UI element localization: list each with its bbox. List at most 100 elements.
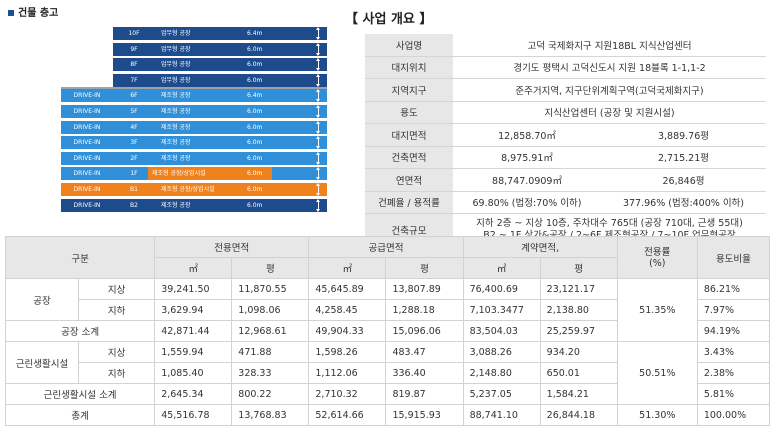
header-exclusive: 전용면적 [154, 236, 310, 258]
overview-value: 88,747.0909㎡ [453, 168, 601, 192]
floor-use-label: 제조형 공장 [161, 201, 191, 209]
cell: 7,103.3477 [462, 299, 541, 321]
height-arrow-icon [316, 151, 320, 165]
height-arrow-icon [316, 58, 320, 72]
header-supply: 공급면적 [308, 236, 464, 258]
cell: 819.87 [385, 383, 464, 405]
floor-use-label: 업무형 공장 [161, 30, 191, 37]
floor-label: B2 [130, 201, 138, 209]
factory-ratio: 51.35% [616, 278, 698, 342]
overview-value: 경기도 평택시 고덕신도시 지원 18블록 1-1,1-2 [453, 56, 766, 79]
cell: 25,259.97 [539, 320, 618, 342]
cell: 471.88 [231, 341, 310, 363]
overview-label: 지역지구 [365, 78, 453, 102]
floor-height-label: 6.0m [247, 123, 263, 131]
floor-label: 2F [130, 154, 138, 162]
title-square-icon [8, 10, 14, 16]
header-pyeong: 평 [231, 257, 310, 279]
floor-row: 7F 업무형 공장 6.0m [113, 73, 327, 87]
header-ratio-line1: 전용률 [644, 246, 671, 258]
cell: 1,085.40 [154, 362, 233, 384]
height-arrow-icon [316, 27, 320, 40]
floor-label: 4F [130, 123, 138, 131]
header-contract: 계약면적, [462, 236, 618, 258]
floor-row: DRIVE-IN 6F 제조형 공장 6.4m [61, 89, 327, 103]
cell: 49,904.33 [308, 320, 387, 342]
area-table: 구분 전용면적 공급면적 계약면적, 전용률 (%) 용도비율 ㎡ 평 ㎡ 평 ㎡… [4, 236, 771, 426]
usage-cell: 2.38% [696, 362, 771, 384]
cell: 650.01 [539, 362, 618, 384]
overview-label: 용도 [365, 101, 453, 124]
floor-height-label: 6.0m [247, 76, 263, 84]
subtotal-label: 공장 소계 [4, 320, 156, 342]
overview-row: 연면적 88,747.0909㎡ 26,846평 [365, 168, 766, 192]
drive-in-label: DRIVE-IN [73, 201, 101, 209]
floor-height-label: 6.0m [247, 170, 263, 178]
floor-use-label: 업무형 공장 [161, 45, 191, 53]
cell: 800.22 [231, 383, 310, 405]
cell: 5,237.05 [462, 383, 541, 405]
floor-height-title: 건물 층고 [8, 4, 58, 19]
floor-use-label: 제조형 공장/상업시설 [161, 186, 215, 193]
sub-label: 지하 [78, 299, 156, 321]
floor-use-label: 제조형 공장 [161, 154, 191, 162]
cell: 42,871.44 [154, 320, 233, 342]
cell: 23,121.17 [539, 278, 618, 300]
overview-value: 8,975.91㎡ [453, 146, 601, 169]
floor-label: 6F [130, 92, 138, 100]
overview-row: 건축면적 8,975.91㎡ 2,715.21평 [365, 146, 766, 169]
cell: 1,288.18 [385, 299, 464, 321]
drive-in-label: DRIVE-IN [73, 154, 101, 162]
height-arrow-icon [316, 183, 320, 196]
sub-label: 지상 [78, 278, 156, 300]
floor-label: 7F [130, 76, 138, 84]
floor-label: 3F [130, 139, 138, 147]
overview-label: 연면적 [365, 168, 453, 192]
floor-label: 5F [130, 108, 138, 115]
overview-label: 대지위치 [365, 56, 453, 79]
floor-row: DRIVE-IN 5F 제조형 공장 6.0m [61, 105, 327, 118]
floor-height-label: 6.0m [247, 61, 263, 69]
floor-row: DRIVE-IN 2F 제조형 공장 6.0m [61, 151, 327, 165]
height-arrow-icon [316, 42, 320, 56]
header-category: 구분 [4, 236, 156, 279]
height-arrow-icon [316, 73, 320, 87]
floor-row: DRIVE-IN 3F 제조형 공장 6.0m [61, 136, 327, 150]
header-sqm: ㎡ [462, 257, 541, 279]
cell: 2,138.80 [539, 299, 618, 321]
cell: 26,844.18 [539, 404, 618, 426]
total-label: 총계 [4, 404, 156, 426]
header-pyeong: 평 [385, 257, 464, 279]
cell: 2,645.34 [154, 383, 233, 405]
drive-in-label: DRIVE-IN [73, 108, 101, 115]
overview-label: 건축면적 [365, 146, 453, 169]
retail-ratio: 50.51% [616, 341, 698, 405]
factory-label: 공장 [4, 278, 80, 321]
floor-height-label: 6.0m [247, 108, 263, 115]
floor-height-label: 6.4m [247, 30, 263, 37]
cell: 1,598.26 [308, 341, 387, 363]
overview-value: 준주거지역, 지구단위계획구역(고덕국제화지구) [453, 78, 766, 102]
height-arrow-icon [316, 198, 320, 212]
cell: 3,088.26 [462, 341, 541, 363]
overview-row: 지역지구 준주거지역, 지구단위계획구역(고덕국제화지구) [365, 78, 766, 102]
drive-in-label: DRIVE-IN [73, 139, 101, 147]
subtotal-label: 근린생활시설 소계 [4, 383, 156, 405]
cell: 13,768.83 [231, 404, 310, 426]
cell: 15,915.93 [385, 404, 464, 426]
cell: 1,112.06 [308, 362, 387, 384]
cell: 1,098.06 [231, 299, 310, 321]
cell: 2,710.32 [308, 383, 387, 405]
floor-height-label: 6.0m [247, 45, 263, 53]
usage-cell: 5.81% [696, 383, 771, 405]
table-row: 지하 1,085.40 328.33 1,112.06 336.40 2,148… [6, 362, 771, 384]
overview-label: 사업명 [365, 34, 453, 57]
cell: 15,096.06 [385, 320, 464, 342]
floor-use-label: 제조형 공장 [161, 92, 191, 100]
header-usage: 용도비율 [696, 236, 771, 279]
usage-cell: 3.43% [696, 341, 771, 363]
usage-cell: 7.97% [696, 299, 771, 321]
floor-height-label: 6.4m [247, 92, 263, 100]
cell: 83,504.03 [462, 320, 541, 342]
overview-row: 사업명 고덕 국제화지구 지원18BL 지식산업센터 [365, 34, 766, 57]
